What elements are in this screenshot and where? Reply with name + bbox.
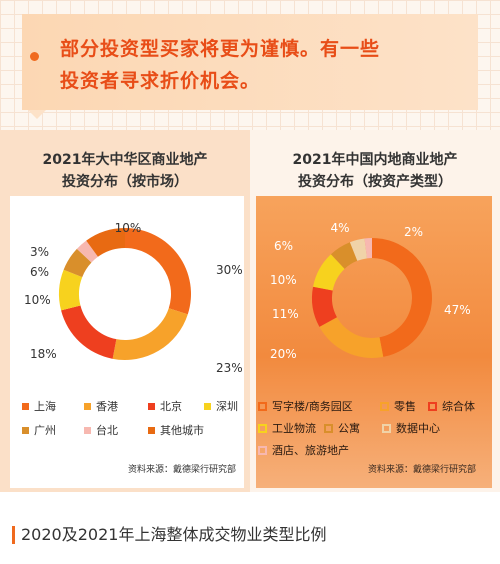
legend-swatch [258,445,267,455]
slice-4 [313,254,345,291]
quote-pointer [28,110,46,119]
legend-item-1: 写字楼/商务园区 [258,398,353,414]
legend-item-7: 酒店、旅游地产 [258,442,349,458]
right-chart-title-2: 投资分布（按资产类型） [298,174,452,190]
legend-label: 深圳 [216,400,238,413]
legend-label: 数据中心 [396,422,440,435]
slice-2 [112,308,188,360]
right-chart-title-1: 2021年中国内地商业地产 [292,152,458,168]
data-label-1: 30% [216,263,243,277]
slice-6 [76,240,98,263]
legend-swatch [428,401,437,411]
legend-swatch [258,423,267,433]
quote-box [22,14,478,110]
legend-item-4: 深圳 [204,398,238,414]
left-chart-title-2: 投资分布（按市场） [62,174,188,190]
legend-label: 上海 [34,400,56,413]
left-chart-title-1: 2021年大中华区商业地产 [42,152,208,168]
bottom-section-title: 2020及2021年上海整体成交物业类型比例 [12,526,326,544]
data-label-5: 6% [274,239,293,253]
slice-3 [312,286,337,327]
slice-4 [59,269,83,311]
legend-item-7: 其他城市 [148,422,204,438]
legend-item-5: 公寓 [324,420,360,436]
quote-line-2: 投资者寻求折价机会。 [60,70,261,92]
legend-label: 香港 [96,400,118,413]
data-label-6: 4% [330,221,349,235]
legend-swatch [204,402,211,410]
data-label-5: 6% [30,265,49,279]
legend-swatch [324,423,333,433]
legend-swatch [22,402,29,410]
bottom-section [0,492,500,564]
legend-label: 酒店、旅游地产 [272,444,349,457]
legend-label: 综合体 [442,400,475,413]
data-label-7: 10% [115,221,142,235]
slice-1 [372,238,433,357]
slice-2 [319,317,384,358]
legend-label: 北京 [160,400,182,413]
legend-item-6: 台北 [84,422,118,438]
legend-label: 公寓 [338,422,360,435]
data-label-1: 47% [444,303,471,317]
slice-5 [63,248,92,278]
legend-swatch [258,401,267,411]
legend-swatch [84,402,91,410]
slice-7 [86,228,125,257]
left-donut-chart: 30% 23% 18% 10% 6% 3% 10% [24,221,243,375]
legend-swatch [148,402,155,410]
legend-item-6: 数据中心 [382,420,440,436]
slice-6 [349,238,367,261]
slice-7 [364,238,372,259]
legend-item-2: 香港 [84,398,118,414]
legend-item-3: 综合体 [428,398,475,414]
slice-1 [125,228,191,315]
slice-3 [61,305,117,359]
data-label-4: 10% [270,273,297,287]
legend-label: 其他城市 [160,424,204,437]
quote-line-1: 部分投资型买家将更为谨慎。有一些 [60,38,381,60]
legend-item-2: 零售 [380,398,416,414]
legend-item-5: 广州 [22,422,56,438]
legend-label: 零售 [394,400,416,413]
legend-label: 台北 [96,424,118,437]
legend-swatch [22,426,29,434]
data-label-3: 11% [272,307,299,321]
data-label-2: 20% [270,347,297,361]
legend-label: 广州 [34,424,56,437]
data-label-7: 2% [404,225,423,239]
right-donut-chart: 47% 20% 11% 10% 6% 4% 2% [270,221,471,361]
legend-item-1: 上海 [22,398,56,414]
legend-label: 写字楼/商务园区 [272,400,353,413]
quote-bullet [30,52,39,61]
right-source-note: 资料来源：戴德梁行研究部 [368,465,477,475]
legend-swatch [380,401,389,411]
legend-swatch [148,426,155,434]
left-source-note: 资料来源：戴德梁行研究部 [128,465,237,475]
data-label-2: 23% [216,361,243,375]
data-label-6: 3% [30,245,49,259]
legend-item-3: 北京 [148,398,182,414]
data-label-3: 18% [30,347,57,361]
legend-label: 工业物流 [272,422,316,435]
data-label-4: 10% [24,293,51,307]
slice-5 [330,242,358,269]
legend-swatch [84,426,91,434]
legend-item-4: 工业物流 [258,420,316,436]
legend-swatch [382,423,391,433]
